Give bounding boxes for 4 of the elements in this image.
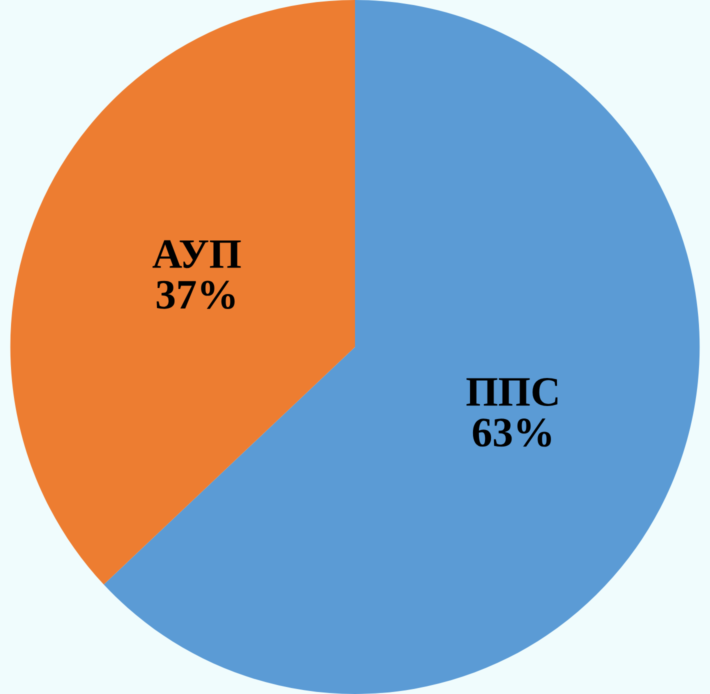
slice-label: ППС <box>466 378 558 406</box>
slice-label: АУП <box>152 240 241 268</box>
data-label: 37% <box>156 280 235 309</box>
data-label: 63% <box>472 418 551 447</box>
